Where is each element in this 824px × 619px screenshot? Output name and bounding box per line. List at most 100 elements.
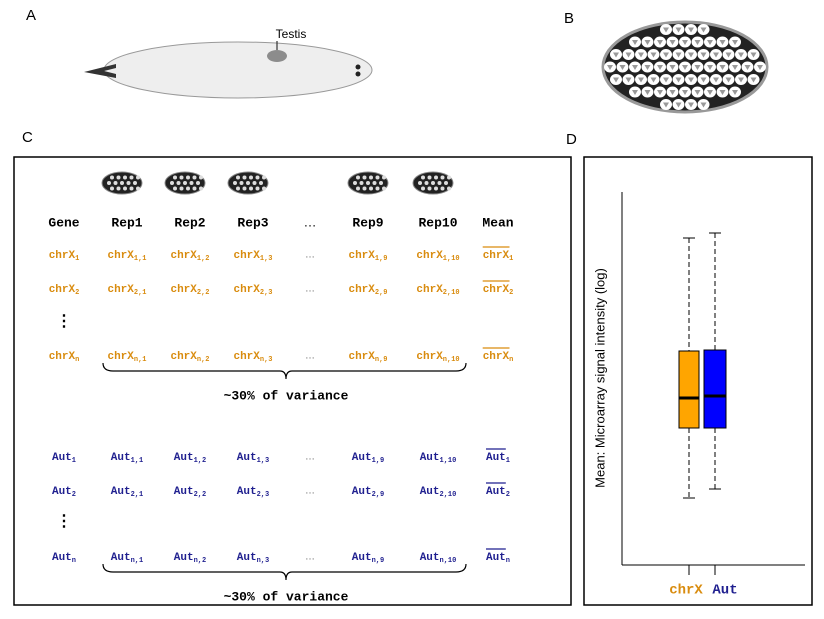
- cell-base: chrX: [348, 351, 375, 363]
- cell-core: [707, 40, 713, 45]
- cell-sub: n,3: [260, 356, 273, 364]
- cell-core: [644, 40, 651, 45]
- y-axis-label: Mean: Microarray signal intensity (log): [592, 268, 607, 488]
- cell-core: [719, 90, 726, 95]
- panel-label: B: [564, 10, 574, 27]
- cell-core: [625, 77, 632, 83]
- section-cell: [110, 175, 114, 180]
- section-cell: [242, 175, 247, 180]
- panel-label: C: [22, 129, 33, 146]
- brace-label: ~30% of variance: [224, 388, 349, 403]
- section-cell: [120, 181, 124, 185]
- section-cell: [239, 181, 244, 185]
- table-cell: Aut1,1: [111, 452, 143, 465]
- cell-core: [669, 90, 676, 95]
- cell-sub: n,2: [194, 557, 207, 565]
- cell-base: Aut: [111, 452, 131, 464]
- cell-core: [738, 52, 744, 58]
- cell-base: chrX: [233, 250, 260, 262]
- cell-sub: n: [75, 356, 79, 364]
- section-cell: [382, 175, 386, 180]
- vertical-ellipsis: ⋮: [56, 313, 72, 330]
- cell-base: chrX: [49, 250, 76, 262]
- cell-base: Aut: [52, 452, 72, 464]
- cell-sub: 1,2: [197, 255, 210, 263]
- section-cell: [440, 186, 445, 191]
- cell-base: Aut: [486, 552, 506, 564]
- cell-base: Aut: [174, 452, 194, 464]
- section-cell: [186, 186, 190, 191]
- section-cell: [353, 181, 357, 185]
- section-cell: [356, 186, 360, 191]
- cell-sub: n,9: [372, 557, 385, 565]
- table-cell: Aut2: [52, 486, 76, 499]
- cell-core: [650, 52, 657, 58]
- table-cell: chrX2,3: [233, 284, 272, 297]
- cell-core: [694, 40, 701, 45]
- ellipsis: …: [305, 552, 315, 563]
- section-cell: [113, 181, 118, 185]
- section-cell: [116, 186, 121, 191]
- cell-core: [713, 52, 719, 58]
- cell-sub: 1: [509, 255, 513, 263]
- column-header: Mean: [482, 215, 513, 230]
- cell-base: chrX: [49, 351, 76, 363]
- brace: [102, 362, 467, 380]
- section-cell: [199, 175, 203, 180]
- cell-sub: 1,9: [375, 255, 388, 263]
- cell-sub: 2,9: [372, 491, 385, 499]
- cell-core: [675, 52, 682, 58]
- cell-core: [707, 90, 713, 95]
- cell-core: [669, 40, 676, 45]
- cell-sub: 1,10: [443, 255, 460, 263]
- cell-base: chrX: [107, 284, 134, 296]
- cell-sub: 1,3: [257, 457, 270, 465]
- brace: [102, 563, 467, 581]
- section-cell: [359, 181, 364, 185]
- section-cell: [369, 186, 373, 191]
- cell-core: [607, 65, 613, 70]
- table-cell: chrXn,3: [233, 351, 272, 364]
- cell-core: [725, 52, 732, 58]
- cell-core: [632, 90, 638, 95]
- table-cell: Autn,2: [174, 552, 206, 565]
- section-cell: [236, 186, 240, 191]
- cell-sub: n,2: [197, 356, 210, 364]
- cell-base: chrX: [483, 250, 510, 262]
- section-cell: [379, 181, 383, 185]
- table-cell: chrXn,2: [170, 351, 209, 364]
- column-header: Rep1: [111, 215, 142, 230]
- section-cell: [123, 186, 127, 191]
- table-cell: chrX1,1: [107, 250, 146, 263]
- column-header: Rep10: [418, 215, 457, 230]
- cell-base: chrX: [170, 351, 197, 363]
- cell-core: [619, 65, 626, 70]
- cell-sub: 2: [75, 289, 79, 297]
- cell-base: Aut: [420, 452, 440, 464]
- section-cell: [444, 181, 448, 185]
- cell-core: [713, 77, 719, 83]
- cell-core: [675, 77, 682, 83]
- section-cell: [255, 186, 260, 191]
- cell-core: [750, 52, 757, 58]
- cell-sub: 2,10: [443, 289, 460, 297]
- table-cell: Autn,1: [111, 552, 143, 565]
- cell-base: chrX: [348, 284, 375, 296]
- cell-sub: 2: [509, 289, 513, 297]
- cell-base: chrX: [170, 284, 197, 296]
- ellipsis: …: [305, 284, 315, 295]
- section-cell: [440, 175, 445, 180]
- section-cell: [421, 186, 425, 191]
- table-cell: Aut2,3: [237, 486, 269, 499]
- cell-base: chrX: [49, 284, 76, 296]
- cell-sub: 2,3: [257, 491, 270, 499]
- section-cell: [236, 175, 240, 180]
- section-cell: [183, 181, 187, 185]
- cell-sub: n,9: [375, 356, 388, 364]
- cell-core: [675, 27, 682, 33]
- cell-base: Aut: [111, 552, 131, 564]
- section-cell: [382, 186, 386, 191]
- section-cell: [418, 181, 422, 185]
